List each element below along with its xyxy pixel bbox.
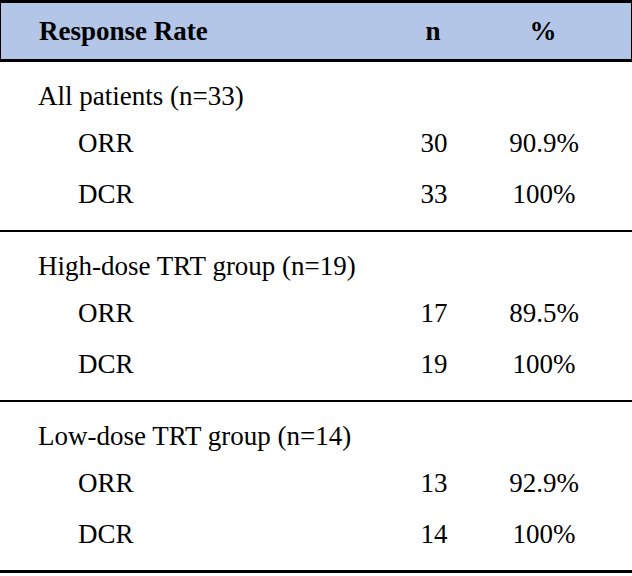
table-row: DCR 33 100% [0, 169, 632, 220]
group-label: High-dose TRT group (n=19) [0, 244, 632, 288]
header-col-n: n [383, 16, 483, 47]
table-header-row: Response Rate n % [0, 0, 632, 62]
row-name: ORR [0, 128, 384, 159]
header-col-response-rate: Response Rate [1, 16, 383, 47]
table-section-low-dose: Low-dose TRT group (n=14) ORR 13 92.9% D… [0, 402, 632, 573]
group-label: Low-dose TRT group (n=14) [0, 414, 632, 458]
row-percent-value: 100% [484, 519, 604, 550]
row-percent-value: 100% [484, 349, 604, 380]
table-row: ORR 17 89.5% [0, 288, 632, 339]
table-row: DCR 19 100% [0, 339, 632, 390]
response-rate-table: Response Rate n % All patients (n=33) OR… [0, 0, 632, 576]
table-section-high-dose: High-dose TRT group (n=19) ORR 17 89.5% … [0, 232, 632, 402]
row-percent-value: 100% [484, 179, 604, 210]
row-n-value: 30 [384, 128, 484, 159]
row-percent-value: 90.9% [484, 128, 604, 159]
table-section-all-patients: All patients (n=33) ORR 30 90.9% DCR 33 … [0, 62, 632, 232]
group-label: All patients (n=33) [0, 74, 632, 118]
row-n-value: 13 [384, 468, 484, 499]
row-name: DCR [0, 519, 384, 550]
row-name: ORR [0, 468, 384, 499]
header-col-percent: % [483, 16, 603, 47]
row-n-value: 17 [384, 298, 484, 329]
row-name: ORR [0, 298, 384, 329]
table-row: ORR 30 90.9% [0, 118, 632, 169]
row-percent-value: 89.5% [484, 298, 604, 329]
row-n-value: 14 [384, 519, 484, 550]
row-n-value: 19 [384, 349, 484, 380]
row-name: DCR [0, 349, 384, 380]
row-n-value: 33 [384, 179, 484, 210]
table-row: DCR 14 100% [0, 509, 632, 560]
row-percent-value: 92.9% [484, 468, 604, 499]
table-row: ORR 13 92.9% [0, 458, 632, 509]
row-name: DCR [0, 179, 384, 210]
